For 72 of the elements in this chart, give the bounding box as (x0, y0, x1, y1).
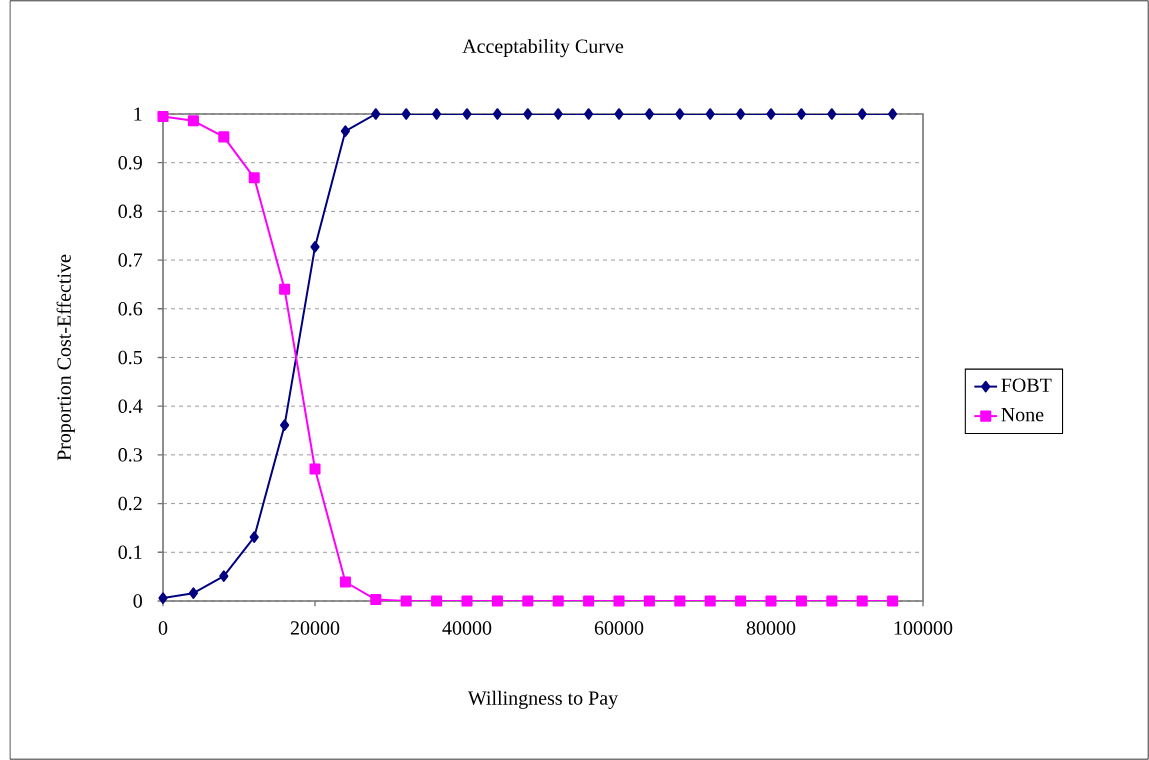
point (218, 131, 230, 143)
y-tick-label: 0.9 (118, 155, 142, 170)
point (280, 419, 290, 431)
point (188, 587, 199, 599)
point (736, 108, 746, 120)
point (522, 595, 534, 607)
y-tick-label: 1 (134, 107, 142, 121)
point (584, 108, 594, 120)
point (279, 283, 291, 295)
point (157, 110, 169, 122)
point (187, 115, 199, 127)
y-tick-label: 0.8 (118, 204, 142, 219)
point (340, 125, 351, 137)
point (857, 108, 867, 120)
y-tick-label: 0.1 (118, 545, 142, 560)
x-tick-label: 80000 (746, 621, 796, 635)
x-tick-label: 100000 (894, 621, 953, 635)
y-tick-label: 0.2 (118, 496, 142, 511)
point (370, 593, 382, 606)
point (431, 595, 443, 607)
point (765, 595, 777, 607)
x-tick-label: 0 (158, 621, 168, 635)
point (614, 108, 624, 120)
y-tick-label: 0.5 (118, 350, 142, 365)
point (583, 595, 595, 607)
x-tick-label: 40000 (442, 621, 492, 635)
point (492, 108, 502, 120)
point (675, 108, 685, 120)
y-tick-label: 0.7 (118, 253, 143, 267)
point (553, 108, 563, 120)
point (523, 108, 533, 120)
legend-label: FOBT (1001, 378, 1052, 392)
point (249, 531, 259, 543)
point (309, 463, 321, 475)
point (674, 595, 686, 607)
point (158, 592, 168, 604)
x-tick-label: 60000 (594, 621, 644, 635)
point (795, 595, 807, 607)
point (462, 108, 472, 120)
point (401, 108, 411, 120)
x-tick-label: 20000 (290, 621, 340, 635)
y-axis-title: Proportion Cost-Effective (56, 254, 75, 461)
point (491, 595, 503, 607)
point (552, 595, 564, 607)
point (400, 595, 412, 607)
point (310, 241, 320, 253)
y-tick-label: 0.3 (118, 448, 142, 462)
legend-label: None (1001, 408, 1044, 422)
point (613, 595, 625, 607)
point (339, 576, 351, 588)
point (735, 595, 747, 607)
chart-title: Acceptability Curve (462, 38, 624, 58)
point (796, 108, 806, 120)
point (219, 570, 229, 582)
point (766, 108, 776, 120)
point (887, 595, 899, 607)
y-tick-label: 0 (133, 594, 142, 608)
point (826, 595, 838, 607)
point (248, 172, 260, 184)
point (705, 108, 715, 120)
y-tick-label: 0.4 (118, 399, 143, 413)
point (704, 595, 716, 607)
point (827, 108, 837, 120)
point (643, 595, 655, 607)
y-tick-label: 0.6 (118, 302, 143, 316)
x-axis-title: Willingness to Pay (467, 690, 619, 709)
point (371, 108, 381, 120)
point (888, 108, 898, 120)
point (644, 108, 655, 120)
point (432, 108, 442, 120)
point (856, 595, 868, 607)
point (461, 595, 473, 607)
